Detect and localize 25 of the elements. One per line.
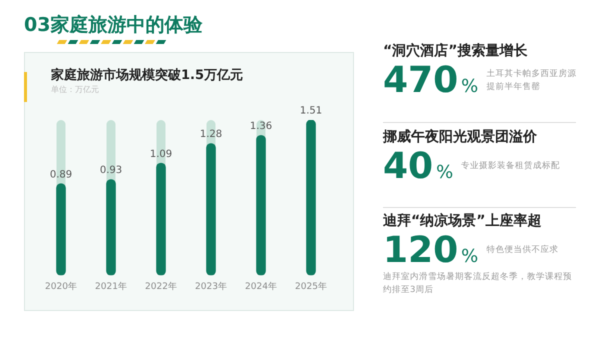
chart-subtitle: 单位：万亿元 [51,84,99,95]
x-tick-label: 2021年 [95,280,127,292]
text: 40% [383,146,454,187]
x-tick-label: 2023年 [195,280,227,292]
text: “洞穴酒店”搜索量增长 [383,42,528,60]
x-tick-label: 2025年 [295,280,327,292]
x-tick-label: 2024年 [245,280,277,292]
text: 专业摄影装备租赁成标配 [461,160,562,173]
data-label: 1.51 [300,106,322,117]
x-tick-label: 2022年 [145,280,177,292]
x-tick-label: 2020年 [45,280,77,292]
data-label: 1.28 [200,129,222,140]
data-label: 0.89 [50,169,72,180]
data-label: 1.09 [150,148,172,160]
text: 03家庭旅游中的体验 [24,13,202,38]
chart-title: 家庭旅游市场规模突破1.5万亿元 [51,66,244,84]
data-label: 0.93 [100,165,122,176]
data-label: 1.36 [250,121,272,132]
text: 120% [383,230,478,271]
text: 迪拜“纳凉场景”上座率超 [383,212,542,230]
text: 470% [383,60,478,101]
text: 特色便当供不应求 [486,244,560,257]
text: 挪威午夜阳光观景团溢价 [383,128,538,146]
text: 迪拜室内滑雪场暑期客流反超冬季，教学课程预约排至3周后 [383,271,573,296]
text: 土耳其卡帕多西亚房源提前半年售罄 [486,68,578,94]
